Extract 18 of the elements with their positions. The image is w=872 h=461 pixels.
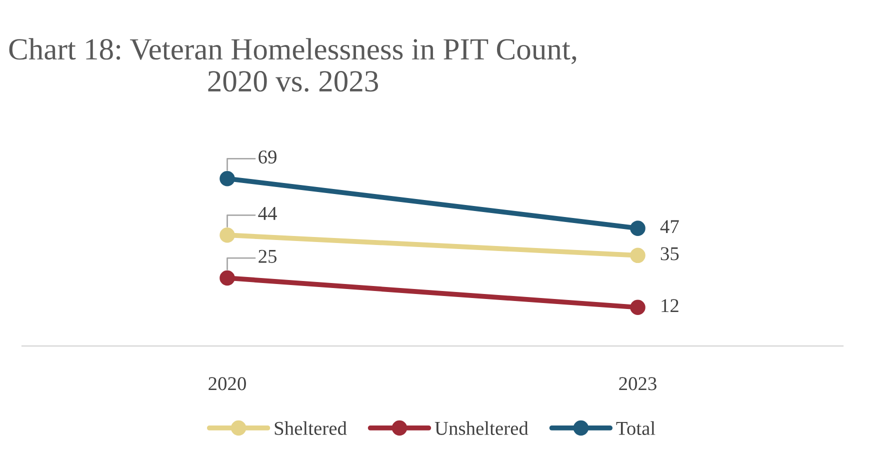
x-tick-label: 2023 — [619, 377, 656, 390]
data-label: 25 — [258, 250, 276, 263]
point — [220, 270, 235, 286]
point — [630, 220, 646, 236]
legend-label: Total — [616, 421, 656, 435]
data-label: 47 — [660, 220, 679, 233]
point — [630, 248, 646, 264]
data-label: 69 — [258, 150, 276, 164]
point — [220, 170, 235, 186]
legend-label: Unsheltered — [434, 421, 528, 435]
point — [220, 227, 235, 243]
data-label: 44 — [258, 207, 277, 220]
legend-label: Sheltered — [274, 421, 347, 435]
chart-title: Chart 18: Veteran Homelessness in PIT Count, 2020 vs. 2023 — [9, 38, 576, 92]
point — [630, 300, 646, 316]
data-label: 35 — [660, 247, 679, 260]
x-tick-label: 2020 — [208, 377, 246, 390]
data-label: 12 — [662, 299, 678, 312]
